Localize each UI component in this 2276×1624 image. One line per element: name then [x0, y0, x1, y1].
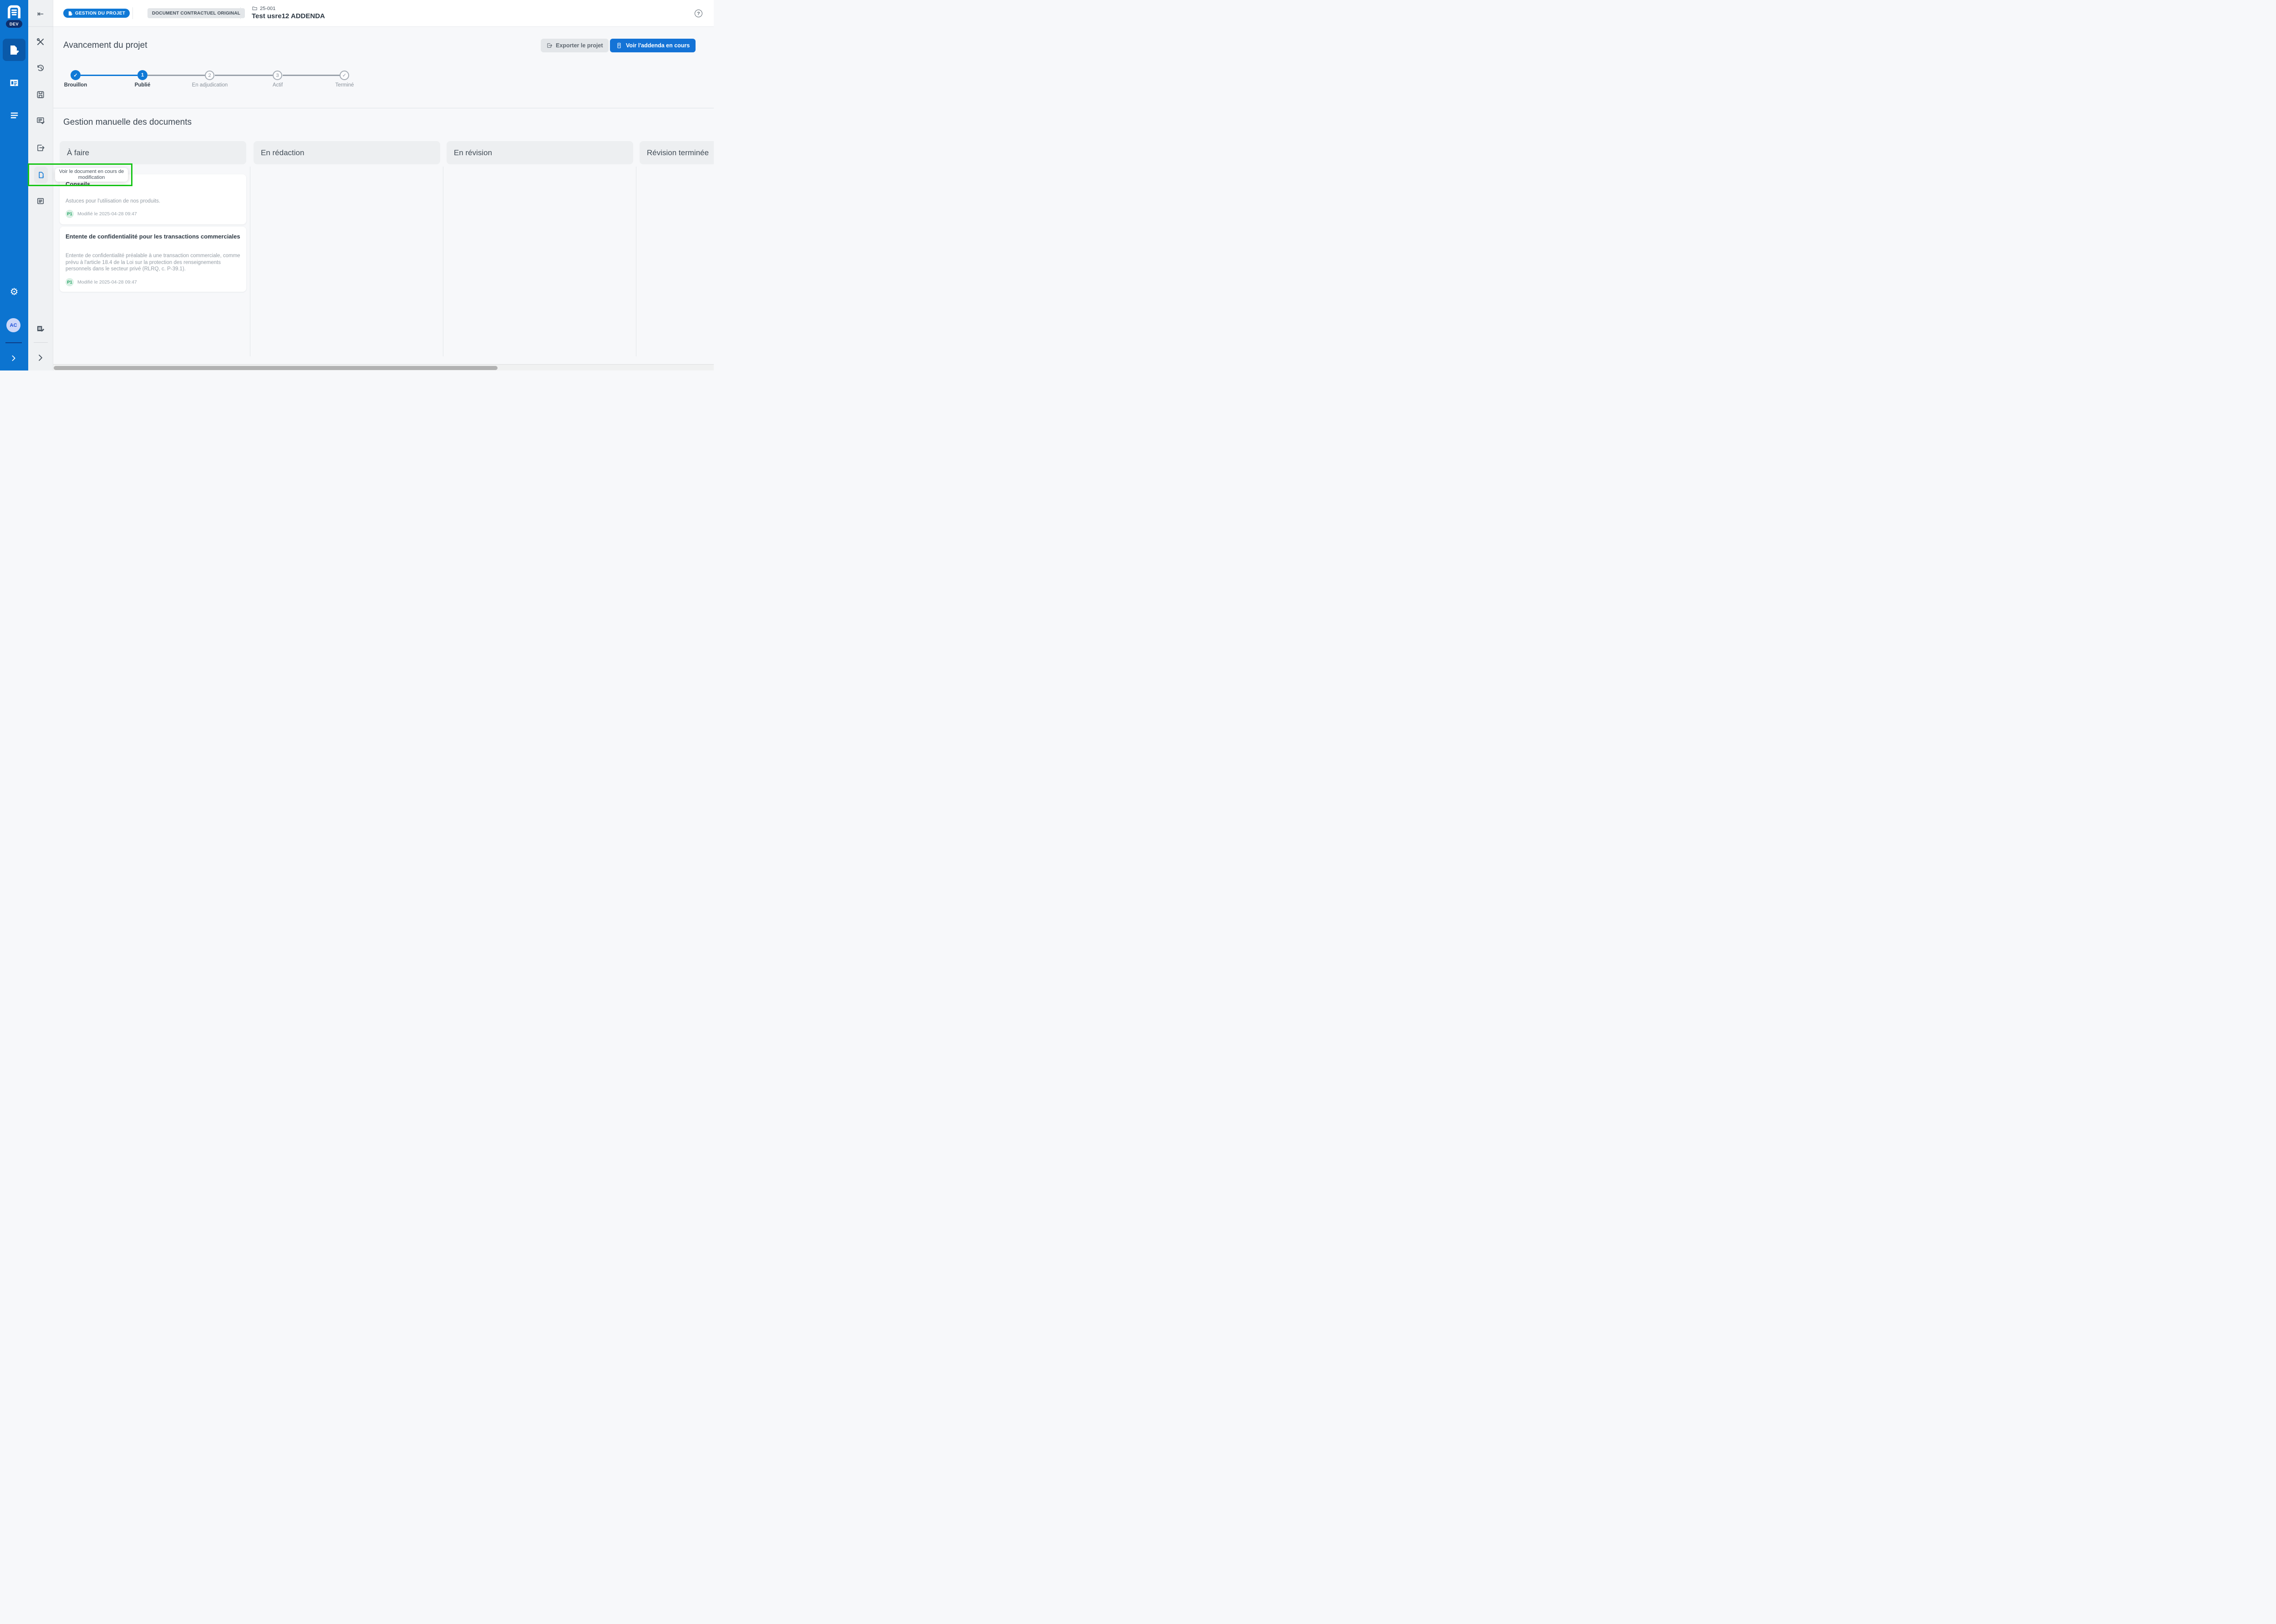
sidebar-item-menu[interactable] [9, 110, 20, 121]
document-card-entente[interactable]: Entente de confidentialité pour les tran… [60, 227, 246, 292]
card-description: Entente de confidentialité préalable à u… [66, 253, 240, 272]
column-header-en-revision: En révision [447, 141, 633, 164]
environment-badge: DEV [6, 20, 22, 28]
step-publie-marker: 1 [137, 70, 147, 80]
horizontal-scrollbar-track[interactable] [53, 364, 714, 370]
header-separator [132, 7, 133, 19]
step-actif-marker: 3 [273, 71, 282, 80]
nav-rail-divider [5, 342, 22, 343]
card-title: Conseils [66, 181, 91, 188]
document-export-icon [36, 143, 45, 152]
expand-tools-button[interactable] [31, 352, 50, 363]
expand-nav-button[interactable] [10, 354, 18, 362]
annotations-button[interactable] [31, 115, 50, 126]
project-number: 25-001 [252, 5, 275, 11]
document-pen-icon [9, 45, 20, 56]
history-icon [36, 64, 45, 73]
column-header-en-redaction: En rédaction [254, 141, 440, 164]
save-icon [36, 90, 45, 99]
save-button[interactable] [31, 89, 50, 100]
app-window: DEV ⚙ AC ⇤ [0, 0, 714, 370]
primary-sidebar: DEV ⚙ AC [0, 0, 28, 370]
export-project-button[interactable]: Exporter le projet [541, 39, 609, 52]
board-section-title: Gestion manuelle des documents [63, 117, 192, 127]
card-footer: P1 Modifié le 2025-04-28 09:47 [66, 278, 137, 286]
folder-icon [252, 5, 258, 11]
sidebar-item-project-management[interactable] [3, 39, 25, 61]
secondary-sidebar: ⇤ [28, 0, 53, 370]
step-actif-label: Actif [272, 82, 283, 88]
column-header-revision-terminee: Révision terminée [640, 141, 714, 164]
module-badge-label: GESTION DU PROJET [75, 10, 126, 16]
priority-badge: P1 [66, 278, 74, 286]
export-document-button[interactable] [31, 142, 50, 153]
card-description: Astuces pour l'utilisation de nos produi… [66, 198, 161, 204]
export-project-label: Exporter le projet [556, 42, 603, 49]
receipt-icon [616, 42, 622, 49]
view-addenda-button[interactable]: Voir l'addenda en cours [610, 39, 696, 52]
history-button[interactable] [31, 63, 50, 74]
progress-section-title: Avancement du projet [63, 41, 147, 50]
project-number-label: 25-001 [260, 5, 276, 11]
step-brouillon-marker: ✓ [71, 70, 81, 80]
module-badge: GESTION DU PROJET [63, 9, 130, 18]
collapse-left-icon: ⇤ [37, 9, 44, 18]
stepper-connector [215, 75, 273, 76]
column-label: À faire [67, 148, 90, 157]
stepper-connector [283, 75, 340, 76]
document-pen-icon [68, 11, 73, 16]
step-adjudication-marker: 2 [205, 71, 214, 80]
menu-lines-icon [9, 110, 20, 121]
view-editing-document-button[interactable] [34, 167, 48, 183]
document-card-conseils[interactable]: Conseils Astuces pour l'utilisation de n… [60, 174, 246, 224]
tools-icon [36, 37, 45, 46]
project-tools-button[interactable] [31, 36, 50, 47]
document-details-button[interactable] [31, 196, 50, 207]
step-publie-label: Publié [134, 82, 151, 88]
page-title: Test usre12 ADDENDA [252, 12, 325, 20]
card-title: Entente de confidentialité pour les tran… [66, 233, 240, 240]
priority-badge: P1 [66, 210, 74, 218]
view-addenda-label: Voir l'addenda en cours [626, 42, 690, 49]
document-lines-icon [36, 197, 45, 206]
tool-rail-divider-bottom [34, 342, 48, 343]
chevron-right-icon [36, 353, 45, 362]
settings-button[interactable]: ⚙ [10, 287, 19, 297]
tool-rail-divider [28, 26, 53, 27]
chevron-right-icon [10, 354, 18, 362]
document-export-icon [546, 42, 553, 49]
tooltip: Voir le document en cours de modificatio… [55, 168, 128, 182]
modified-timestamp: Modifié le 2025-04-28 09:47 [77, 279, 137, 285]
newspaper-icon [9, 77, 20, 88]
step-brouillon-label: Brouillon [64, 82, 87, 88]
step-termine-label: Terminé [335, 82, 354, 88]
column-label: En révision [454, 148, 493, 157]
stepper-connector-done [81, 75, 137, 76]
document-edit-icon [37, 171, 45, 179]
tooltip-text: Voir le document en cours de modificatio… [59, 169, 124, 180]
collapse-sidebar-button[interactable]: ⇤ [31, 8, 50, 19]
signature-icon [36, 325, 45, 334]
document-type-badge: DOCUMENT CONTRACTUEL ORIGINAL [147, 8, 245, 18]
modified-timestamp: Modifié le 2025-04-28 09:47 [77, 211, 137, 217]
header-separator [240, 7, 241, 19]
horizontal-scrollbar-thumb[interactable] [54, 366, 498, 370]
sidebar-item-documents[interactable] [9, 77, 20, 88]
card-footer: P1 Modifié le 2025-04-28 09:47 [66, 210, 137, 218]
column-label: En rédaction [261, 148, 305, 157]
app-logo-icon [6, 4, 22, 20]
stepper-connector [147, 75, 205, 76]
help-button[interactable]: ? [695, 10, 702, 17]
note-check-icon [36, 116, 45, 125]
column-label: Révision terminée [647, 148, 709, 157]
signature-document-button[interactable] [31, 324, 50, 335]
step-termine-marker: ✓ [340, 71, 349, 80]
step-adjudication-label: En adjudication [192, 82, 228, 88]
column-header-a-faire: À faire [60, 141, 246, 164]
user-avatar[interactable]: AC [6, 318, 20, 332]
